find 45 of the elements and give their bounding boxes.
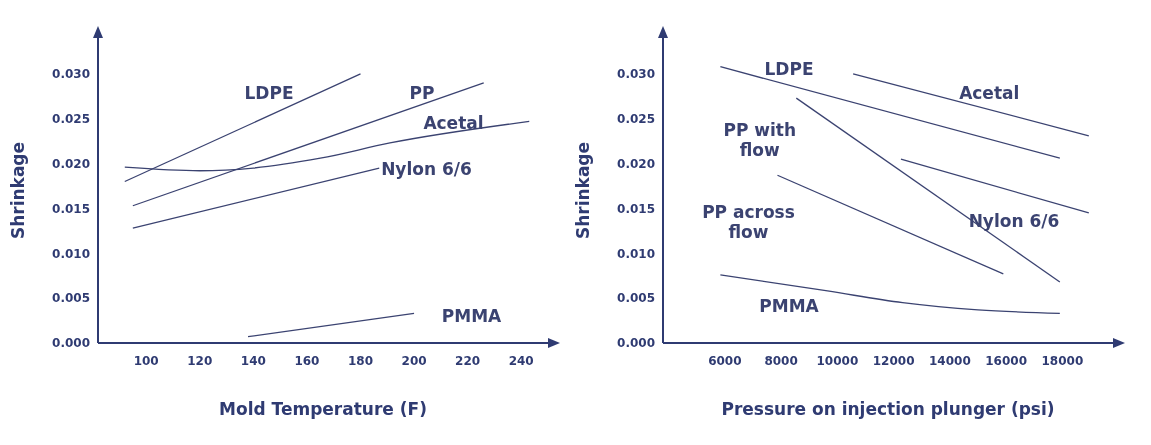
y-tick-label: 0.020 <box>52 156 90 171</box>
x-tick-label: 240 <box>508 354 534 368</box>
y-tick-label: 0.000 <box>52 336 90 351</box>
y-tick-label: 0.000 <box>617 336 655 351</box>
y-tick-label: 0.020 <box>617 156 655 171</box>
series-label: Acetal <box>958 82 1021 103</box>
series-label: PMMA <box>440 305 503 326</box>
x-tick-label: 120 <box>187 354 213 368</box>
x-tick-label: 8000 <box>764 354 798 368</box>
series-label: LDPE <box>243 82 295 103</box>
series-label: PP with flow <box>722 119 798 160</box>
x-tick-label: 16000 <box>985 354 1027 368</box>
y-tick-label: 0.025 <box>52 112 90 126</box>
x-tick-label: 6000 <box>708 354 742 368</box>
x-tick-label: 220 <box>455 354 481 368</box>
y-tick-label: 0.030 <box>617 67 655 82</box>
y-axis-title: Shrinkage <box>8 141 29 240</box>
x-tick-label: 140 <box>240 354 266 368</box>
series-label: PMMA <box>758 296 820 317</box>
series-label: PP <box>408 82 436 103</box>
y-tick-label: 0.010 <box>617 246 655 261</box>
x-tick-label: 100 <box>133 354 159 368</box>
y-tick-label: 0.005 <box>617 291 655 306</box>
x-axis-title: Pressure on injection plunger (psi) <box>721 399 1055 419</box>
y-tick-label: 0.025 <box>617 112 655 126</box>
x-tick-label: 180 <box>347 354 374 368</box>
line-series <box>719 274 1061 315</box>
x-tick-label: 14000 <box>929 354 971 368</box>
x-tick-label: 160 <box>294 354 320 368</box>
series-label: Nylon 6/6 <box>967 211 1061 231</box>
x-tick-label: 200 <box>401 354 427 368</box>
y-tick-label: 0.005 <box>52 291 90 306</box>
x-tick-label: 18000 <box>1041 354 1084 368</box>
y-tick-label: 0.010 <box>52 246 90 261</box>
x-tick-label: 10000 <box>816 354 859 368</box>
series-label: PP across flow <box>701 201 796 242</box>
y-tick-label: 0.015 <box>617 201 655 216</box>
x-tick-label: 12000 <box>872 354 915 368</box>
x-axis-title: Mold Temperature (F) <box>219 399 427 419</box>
y-tick-label: 0.030 <box>52 67 90 82</box>
series-label: LDPE <box>763 58 815 79</box>
series-label: Nylon 6/6 <box>380 159 473 180</box>
y-tick-label: 0.015 <box>52 201 90 216</box>
series-label: Acetal <box>422 113 485 134</box>
y-axis-title: Shrinkage <box>573 141 594 240</box>
